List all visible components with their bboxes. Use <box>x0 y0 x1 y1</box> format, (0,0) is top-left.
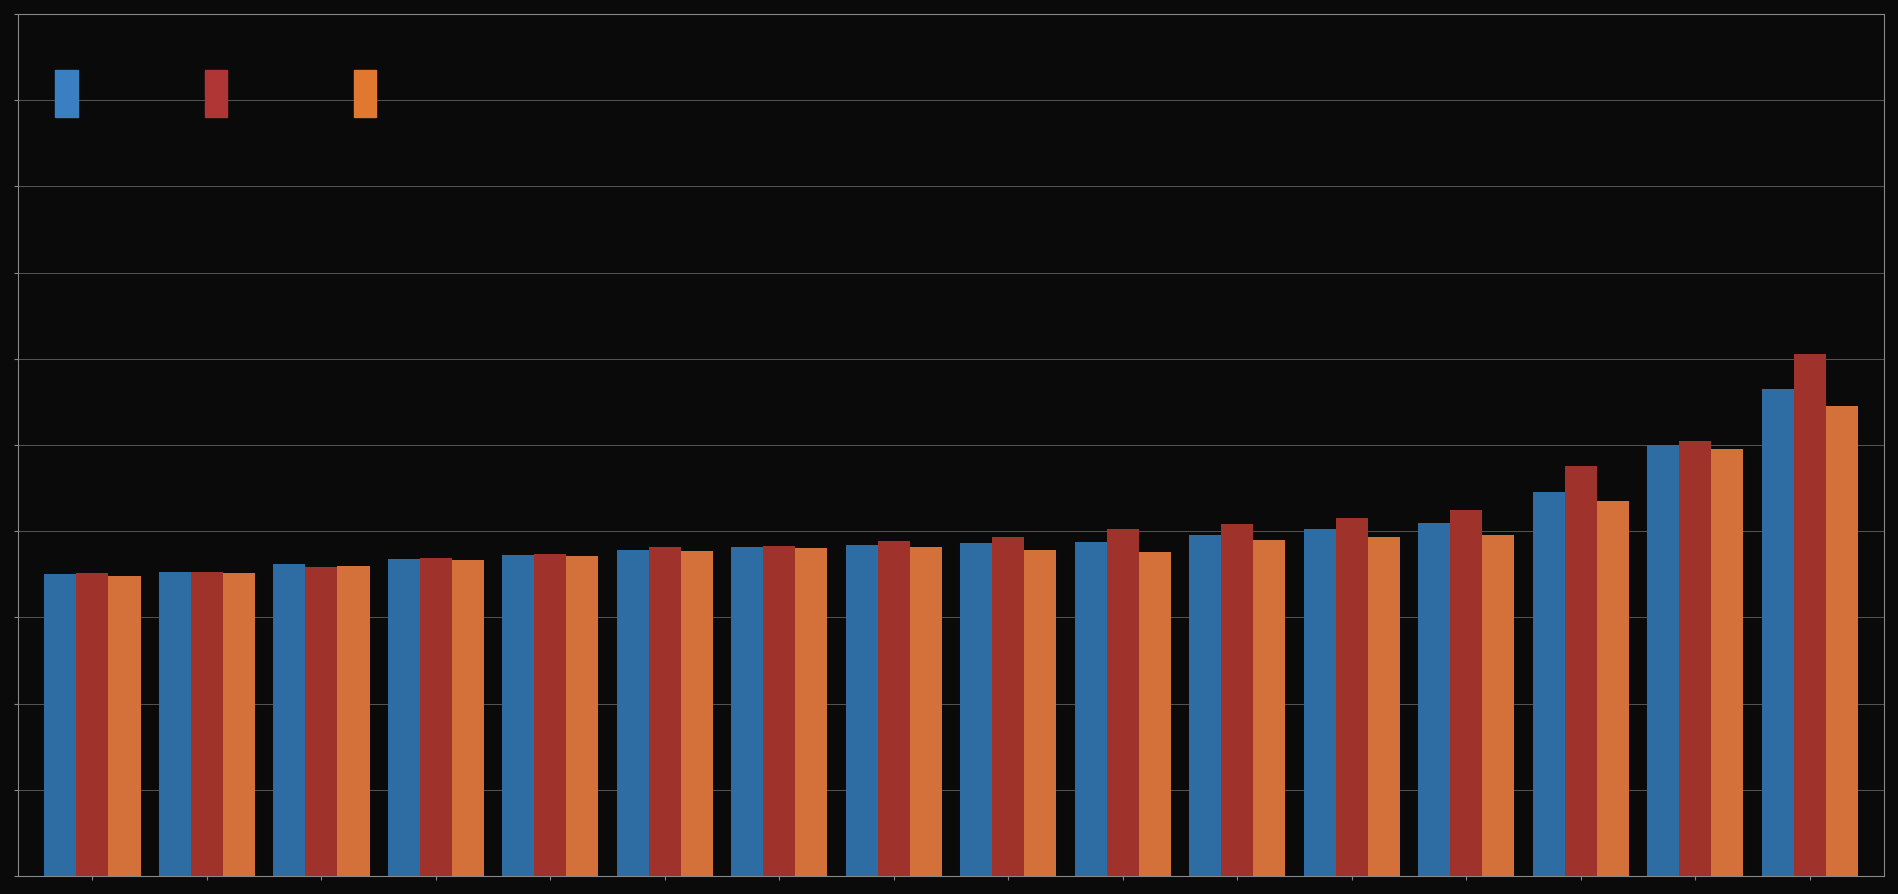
FancyBboxPatch shape <box>205 70 228 117</box>
Bar <box>993 537 1025 876</box>
Bar <box>1418 522 1450 876</box>
Bar <box>1253 540 1285 876</box>
Bar <box>566 556 598 876</box>
Bar <box>763 545 795 876</box>
Bar <box>419 558 452 876</box>
Bar <box>1761 389 1794 876</box>
Bar <box>1336 519 1368 876</box>
Bar <box>1712 449 1742 876</box>
Bar <box>1074 543 1107 876</box>
Bar <box>1826 406 1858 876</box>
Bar <box>273 564 306 876</box>
Bar <box>1680 441 1712 876</box>
Bar <box>76 572 108 876</box>
Bar <box>1107 529 1139 876</box>
Bar <box>1220 524 1253 876</box>
Bar <box>681 551 714 876</box>
Bar <box>159 571 192 876</box>
Bar <box>1564 467 1596 876</box>
Bar <box>877 542 909 876</box>
Bar <box>1596 501 1628 876</box>
Bar <box>503 555 535 876</box>
Bar <box>452 560 484 876</box>
Bar <box>1190 536 1220 876</box>
Bar <box>1025 550 1057 876</box>
Bar <box>306 568 338 876</box>
Bar <box>960 544 993 876</box>
Bar <box>795 548 828 876</box>
Bar <box>44 574 76 876</box>
Bar <box>1534 493 1564 876</box>
Bar <box>909 546 941 876</box>
Bar <box>1794 354 1826 876</box>
FancyBboxPatch shape <box>55 70 78 117</box>
Bar <box>387 559 419 876</box>
Bar <box>1304 528 1336 876</box>
Bar <box>617 550 649 876</box>
Bar <box>1647 445 1680 876</box>
Bar <box>1450 510 1482 876</box>
Bar <box>108 576 140 876</box>
Bar <box>1139 552 1171 876</box>
FancyBboxPatch shape <box>353 70 376 117</box>
Bar <box>649 546 681 876</box>
Bar <box>1482 536 1515 876</box>
Bar <box>192 571 222 876</box>
Bar <box>222 572 254 876</box>
Bar <box>731 546 763 876</box>
Bar <box>535 554 566 876</box>
Bar <box>338 566 370 876</box>
Bar <box>1368 537 1401 876</box>
Bar <box>847 545 877 876</box>
